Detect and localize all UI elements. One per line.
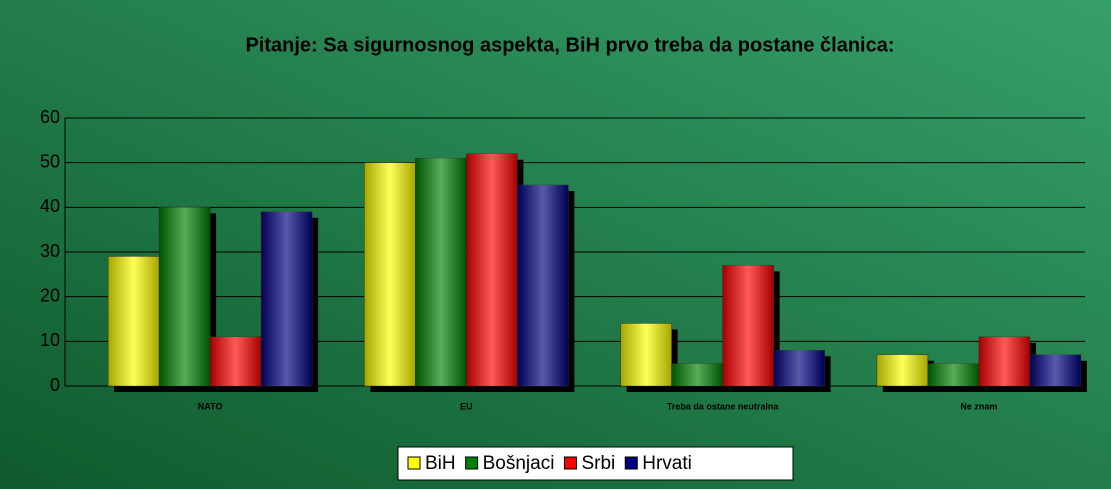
legend-swatch (407, 456, 421, 470)
y-tick-label: 30 (40, 241, 60, 261)
bar-shine (210, 336, 262, 386)
x-tick-label: Treba da ostane neutralna (667, 401, 780, 411)
x-tick-label: NATO (198, 401, 223, 411)
legend-label: Srbi (581, 453, 615, 474)
legend-swatch (624, 456, 638, 470)
legend-swatch (563, 456, 577, 470)
legend-label: BiH (425, 453, 456, 474)
bar-shine (978, 336, 1030, 386)
bar-shine (722, 265, 774, 386)
bar-shine (517, 185, 569, 386)
bar-shine (364, 162, 416, 386)
y-tick-label: 20 (40, 285, 60, 305)
x-tick-label: EU (460, 401, 473, 411)
bar-shine (261, 211, 313, 386)
y-tick-label: 50 (40, 151, 60, 171)
bar-shine (415, 158, 467, 386)
legend-box (397, 446, 794, 481)
bar-shine (1029, 354, 1081, 386)
legend-swatch (465, 456, 479, 470)
legend-label: Hrvati (642, 453, 692, 474)
bar-shine (620, 323, 672, 386)
y-tick-label: 40 (40, 196, 60, 216)
bar-shine (159, 207, 211, 386)
legend-label: Bošnjaci (483, 453, 555, 474)
bar-shine (773, 350, 825, 386)
chart-title: Pitanje: Sa sigurnosnog aspekta, BiH prv… (245, 34, 894, 56)
x-tick-label: Ne znam (960, 401, 997, 411)
y-tick-label: 10 (40, 330, 60, 350)
bar-shine (108, 256, 160, 386)
bar-shine (927, 363, 979, 386)
y-tick-label: 0 (50, 375, 60, 395)
bar-shine (671, 363, 723, 386)
bar-shine (466, 153, 518, 386)
bar-shine (876, 354, 928, 386)
y-tick-label: 60 (40, 107, 60, 127)
